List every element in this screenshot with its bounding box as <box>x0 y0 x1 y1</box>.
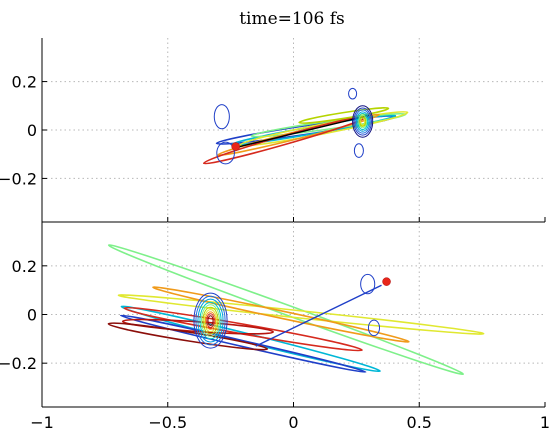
x-tick-label: 0.5 <box>407 413 432 432</box>
trajectory <box>117 294 485 335</box>
density-contour <box>200 304 221 337</box>
density-contour <box>367 319 381 337</box>
trajectory <box>238 110 409 147</box>
density-contour <box>355 111 370 132</box>
density-contour <box>360 117 366 126</box>
density-contour <box>193 292 228 349</box>
trajectory <box>152 286 410 343</box>
density-contour <box>213 104 230 130</box>
plot-area <box>107 244 485 376</box>
y-tick-label: 0.2 <box>12 73 37 92</box>
trajectory-segment <box>238 114 370 148</box>
y-tick-label: 0 <box>27 306 37 325</box>
position-marker <box>382 277 391 286</box>
x-tick-label: −1 <box>30 413 54 432</box>
density-contour <box>207 315 214 326</box>
density-contour <box>359 116 367 127</box>
density-contour <box>202 306 219 335</box>
trajectory <box>119 314 367 373</box>
x-tick-label: 1 <box>540 413 550 432</box>
x-tick-label: −0.5 <box>148 413 187 432</box>
y-tick-label: 0 <box>27 121 37 140</box>
x-axis-ticks: −1 −0.5 0 0.5 1 <box>30 413 550 432</box>
density-contour <box>203 309 218 333</box>
density-contour <box>204 311 217 330</box>
density-contour <box>216 141 235 165</box>
density-contour <box>357 113 369 131</box>
y-tick-label: −0.2 <box>0 354 37 373</box>
density-contour <box>195 295 226 346</box>
density-contour <box>353 143 364 158</box>
density-contour <box>358 114 368 129</box>
density-contour <box>353 107 372 136</box>
density-contour <box>352 105 374 138</box>
trajectory <box>107 322 269 351</box>
trajectory-segment <box>255 284 382 347</box>
density-contour <box>348 87 358 100</box>
plot-area <box>202 87 409 165</box>
trajectory <box>298 107 390 124</box>
density-contour <box>354 109 371 134</box>
chart-title: time=106 fs <box>239 9 345 29</box>
density-contour <box>197 298 224 343</box>
density-contour <box>206 313 215 328</box>
plot-panels: −0.2 0 0.2 −0.2 0 0.2 <box>0 38 546 408</box>
density-contour <box>199 301 222 340</box>
panel-2: −0.2 0 0.2 <box>0 222 546 408</box>
x-tick-label: 0 <box>288 413 298 432</box>
trajectory <box>107 244 465 376</box>
density-contour <box>360 273 376 295</box>
position-marker <box>231 142 240 151</box>
y-tick-label: 0.2 <box>12 257 37 276</box>
y-tick-label: −0.2 <box>0 169 37 188</box>
panel-1: −0.2 0 0.2 <box>0 38 546 223</box>
